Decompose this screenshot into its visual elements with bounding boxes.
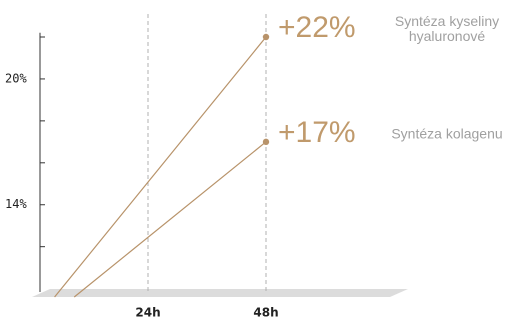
x-tick-label: 24h bbox=[135, 306, 160, 320]
x-tick-label: 48h bbox=[253, 306, 278, 320]
y-tick-label: 14% bbox=[5, 197, 27, 211]
floor bbox=[32, 289, 408, 297]
y-tick-label: 20% bbox=[5, 71, 27, 85]
point bbox=[262, 33, 270, 41]
value-label: +22% bbox=[278, 11, 356, 44]
series-line bbox=[54, 36, 267, 298]
legend-label: Syntéza kolagenu bbox=[391, 125, 503, 142]
point bbox=[262, 138, 270, 146]
legend-label: Syntéza kyseliny hyaluronové bbox=[394, 12, 500, 44]
series-line bbox=[73, 141, 267, 298]
value-label: +17% bbox=[278, 116, 356, 149]
